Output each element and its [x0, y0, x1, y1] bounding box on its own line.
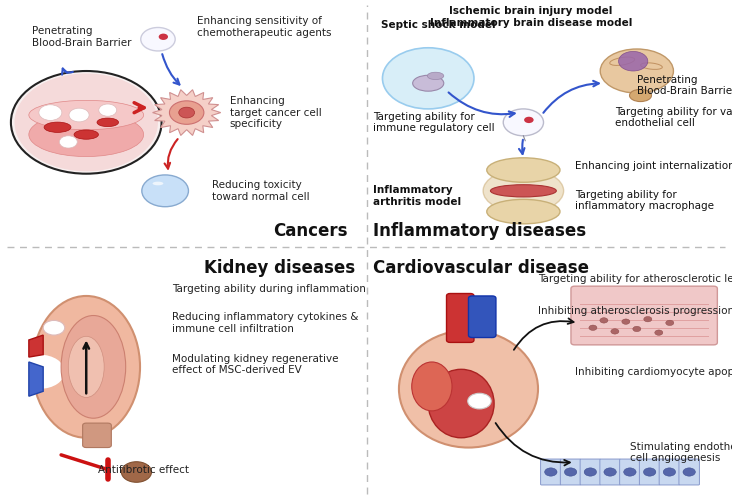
Circle shape — [632, 326, 640, 332]
Polygon shape — [152, 90, 221, 135]
Text: Targeting ability during inflammation: Targeting ability during inflammation — [172, 283, 366, 293]
Circle shape — [468, 393, 491, 409]
FancyBboxPatch shape — [540, 459, 561, 485]
Circle shape — [15, 355, 64, 389]
Ellipse shape — [411, 362, 452, 411]
Circle shape — [169, 101, 204, 124]
Text: Targeting ability for
immune regulatory cell: Targeting ability for immune regulatory … — [373, 112, 495, 133]
FancyBboxPatch shape — [83, 423, 111, 448]
Text: Modulating kidney regenerative
effect of MSC-derived EV: Modulating kidney regenerative effect of… — [172, 354, 339, 375]
Text: Penetrating
Blood-Brain Barrier: Penetrating Blood-Brain Barrier — [32, 26, 132, 47]
Ellipse shape — [29, 113, 143, 157]
Polygon shape — [29, 335, 43, 357]
Text: Septic shock model: Septic shock model — [381, 19, 496, 29]
Circle shape — [179, 107, 195, 118]
Ellipse shape — [29, 100, 143, 130]
Circle shape — [15, 73, 158, 171]
Circle shape — [383, 48, 474, 109]
Circle shape — [624, 468, 636, 476]
Circle shape — [59, 136, 78, 148]
Ellipse shape — [427, 72, 444, 79]
Circle shape — [600, 318, 608, 323]
Circle shape — [524, 117, 534, 123]
Circle shape — [584, 468, 597, 476]
Circle shape — [604, 468, 616, 476]
Ellipse shape — [61, 315, 126, 418]
Ellipse shape — [630, 89, 651, 102]
Circle shape — [589, 325, 597, 330]
Circle shape — [43, 320, 64, 335]
Ellipse shape — [32, 296, 140, 438]
Circle shape — [504, 109, 543, 136]
Circle shape — [69, 108, 89, 122]
FancyBboxPatch shape — [571, 286, 717, 345]
Text: Enhancing sensitivity of
chemotherapeutic agents: Enhancing sensitivity of chemotherapeuti… — [198, 16, 332, 38]
Circle shape — [663, 468, 676, 476]
Circle shape — [643, 468, 656, 476]
Polygon shape — [29, 362, 43, 396]
Circle shape — [622, 319, 630, 324]
Ellipse shape — [487, 200, 560, 224]
Text: Cancers: Cancers — [274, 222, 348, 240]
Circle shape — [39, 105, 61, 120]
Text: Targeting ability for vascular
endothelial cell: Targeting ability for vascular endotheli… — [615, 107, 732, 128]
Text: Inhibiting cardiomyocyte apoptosis: Inhibiting cardiomyocyte apoptosis — [575, 367, 732, 377]
Text: Ischemic brain injury model
Inflammatory brain disease model: Ischemic brain injury model Inflammatory… — [430, 6, 632, 28]
FancyBboxPatch shape — [640, 459, 660, 485]
Text: Kidney diseases: Kidney diseases — [204, 259, 355, 277]
Ellipse shape — [44, 122, 71, 132]
Text: Enhancing
target cancer cell
specificity: Enhancing target cancer cell specificity — [230, 96, 321, 129]
Text: Antifibrotic effect: Antifibrotic effect — [98, 465, 189, 475]
Ellipse shape — [483, 169, 564, 213]
FancyBboxPatch shape — [580, 459, 600, 485]
Ellipse shape — [68, 336, 104, 397]
FancyBboxPatch shape — [659, 459, 679, 485]
Circle shape — [610, 329, 619, 334]
Ellipse shape — [600, 49, 673, 93]
Ellipse shape — [97, 118, 119, 127]
Ellipse shape — [428, 369, 494, 438]
Text: Reducing toxicity
toward normal cell: Reducing toxicity toward normal cell — [212, 180, 310, 202]
Text: Cardiovascular disease: Cardiovascular disease — [373, 259, 589, 277]
Text: Inflammatory diseases: Inflammatory diseases — [373, 222, 586, 240]
Circle shape — [564, 468, 577, 476]
Ellipse shape — [399, 330, 538, 448]
Circle shape — [159, 33, 168, 40]
FancyBboxPatch shape — [447, 293, 474, 342]
Text: Stimulating endothelial
cell angiogenesis: Stimulating endothelial cell angiogenesi… — [630, 442, 732, 463]
Circle shape — [683, 468, 695, 476]
FancyBboxPatch shape — [679, 459, 700, 485]
Circle shape — [11, 71, 162, 174]
Ellipse shape — [413, 75, 444, 91]
Circle shape — [545, 468, 557, 476]
Circle shape — [142, 175, 188, 207]
Circle shape — [619, 51, 648, 71]
Text: Inflammatory
arthritis model: Inflammatory arthritis model — [373, 185, 461, 207]
Text: Reducing inflammatory cytokines &
immune cell infiltration: Reducing inflammatory cytokines & immune… — [172, 312, 359, 334]
FancyBboxPatch shape — [561, 459, 581, 485]
Circle shape — [122, 462, 152, 482]
Circle shape — [654, 330, 662, 335]
Text: Penetrating
Blood-Brain Barrier: Penetrating Blood-Brain Barrier — [637, 75, 732, 96]
Ellipse shape — [490, 185, 556, 197]
Text: Targeting ability for
inflammatory macrophage: Targeting ability for inflammatory macro… — [575, 190, 714, 212]
Ellipse shape — [487, 158, 560, 182]
Circle shape — [141, 27, 175, 51]
Ellipse shape — [74, 130, 98, 139]
Text: Enhancing joint internalization: Enhancing joint internalization — [575, 161, 732, 171]
Text: Inhibiting atherosclerosis progression: Inhibiting atherosclerosis progression — [538, 305, 732, 316]
FancyBboxPatch shape — [468, 296, 496, 337]
FancyBboxPatch shape — [600, 459, 621, 485]
Ellipse shape — [152, 182, 163, 185]
Circle shape — [99, 104, 116, 116]
Circle shape — [666, 320, 673, 325]
FancyBboxPatch shape — [619, 459, 640, 485]
Text: Targeting ability for atherosclerotic lesion: Targeting ability for atherosclerotic le… — [538, 274, 732, 284]
Circle shape — [644, 316, 651, 322]
